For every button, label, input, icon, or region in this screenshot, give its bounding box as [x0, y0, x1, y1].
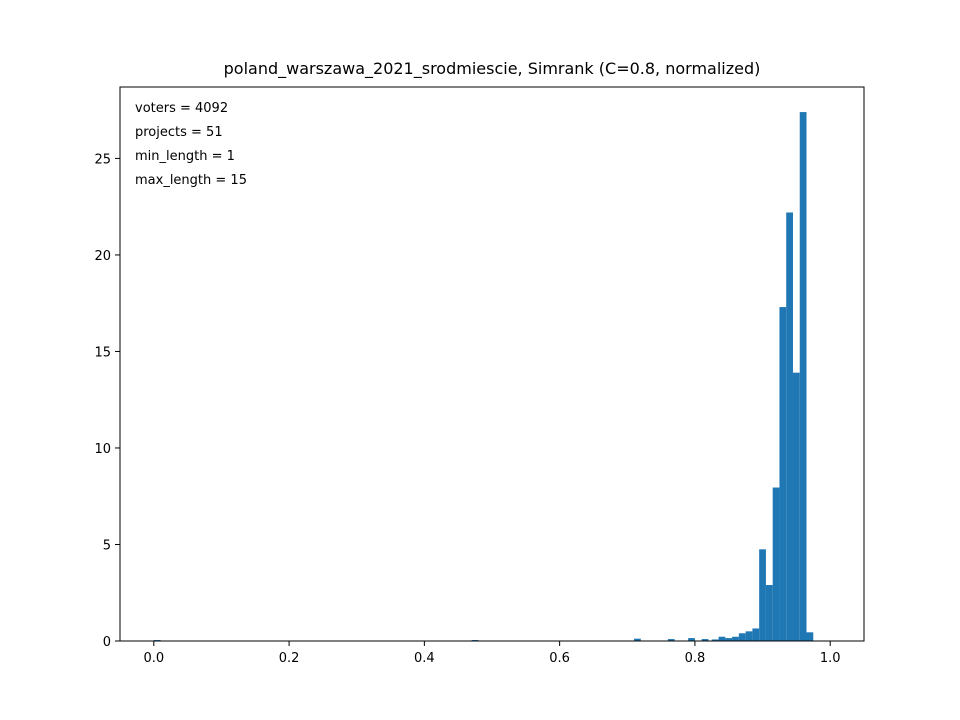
histogram-bar	[765, 585, 773, 641]
y-tick-label: 5	[103, 538, 111, 553]
plot-frame	[119, 86, 865, 642]
histogram-bar	[718, 636, 726, 641]
histogram-bars	[153, 112, 814, 642]
histogram-bar	[759, 549, 766, 641]
annotation-line: voters = 4092	[135, 101, 228, 116]
y-tick-label: 0	[103, 635, 111, 650]
histogram-bar	[792, 372, 800, 641]
y-tick-label: 10	[94, 442, 111, 457]
histogram-bar	[732, 636, 739, 641]
histogram-bar	[688, 638, 695, 641]
annotation-line: projects = 51	[135, 125, 223, 140]
x-tick-label: 0.2	[279, 651, 300, 666]
histogram-bar	[745, 631, 753, 641]
y-axis: 0 5 10 15 20 25	[94, 152, 120, 650]
stats-annotation: voters = 4092 projects = 51 min_length = 1…	[135, 101, 247, 188]
chart-title: poland_warszawa_2021_srodmiescie, Simran…	[224, 59, 761, 79]
histogram-bar	[786, 212, 793, 641]
x-tick-label: 1.0	[820, 651, 841, 666]
histogram-bar	[799, 112, 807, 642]
annotation-line: max_length = 15	[135, 173, 247, 188]
y-tick-label: 25	[94, 152, 111, 167]
x-tick-label: 0.6	[549, 651, 570, 666]
histogram-bar	[634, 638, 641, 641]
x-tick-label: 0.8	[685, 651, 706, 666]
x-axis: 0.0 0.2 0.4 0.6 0.8 1.0	[143, 641, 841, 666]
histogram-bar	[738, 633, 746, 641]
histogram-bar	[701, 639, 709, 641]
y-tick-label: 15	[94, 345, 111, 360]
annotation-line: min_length = 1	[135, 149, 235, 164]
y-tick-label: 20	[94, 249, 111, 264]
x-tick-label: 0.0	[143, 651, 164, 666]
x-tick-label: 0.4	[414, 651, 435, 666]
histogram-bar	[725, 638, 733, 641]
histogram-bar	[667, 639, 675, 641]
histogram-bar	[772, 487, 780, 641]
histogram-bar	[806, 632, 814, 641]
histogram-bar	[779, 307, 787, 641]
histogram-bar	[711, 639, 719, 641]
histogram-bar	[752, 628, 760, 641]
